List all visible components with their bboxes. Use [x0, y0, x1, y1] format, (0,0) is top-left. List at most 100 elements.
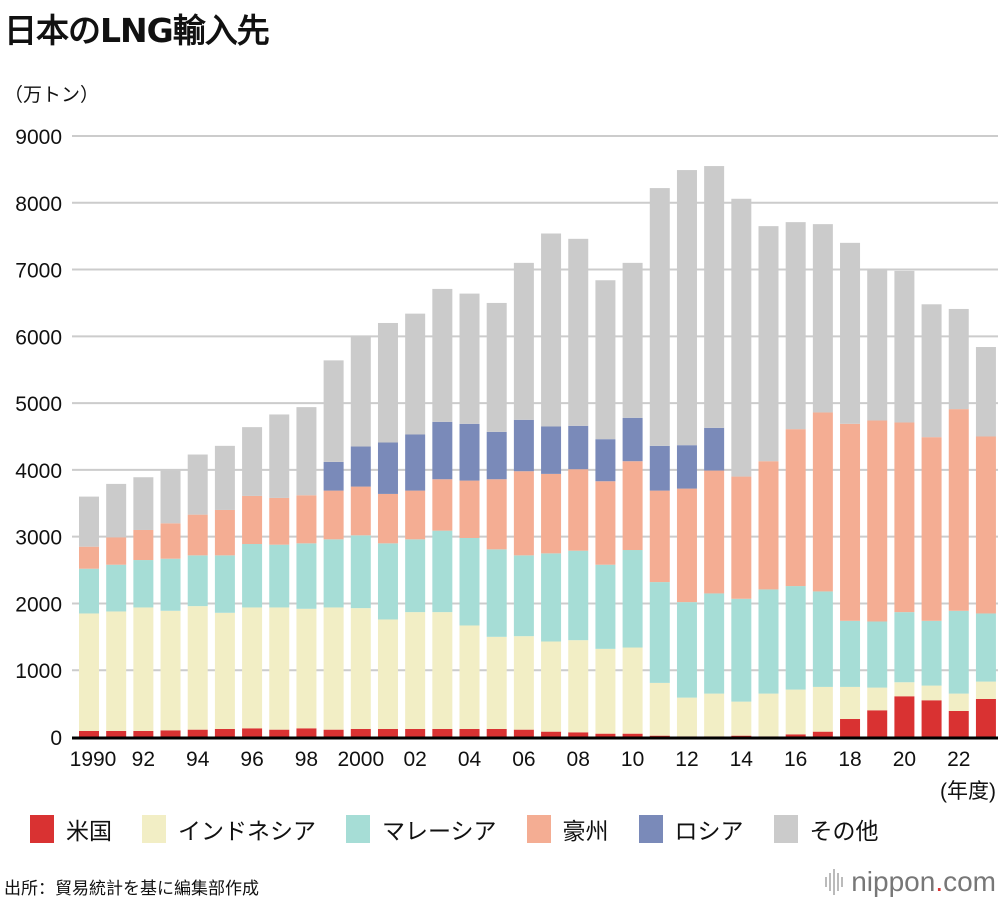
bar-stack-2004	[459, 293, 480, 737]
bar-segment	[459, 480, 480, 539]
bar-segment	[459, 728, 480, 737]
bar-segment	[350, 535, 371, 609]
bar-stack-2010	[622, 262, 643, 737]
x-tick-labels: 1990 92 94 96 98 2000 02 04 06 08 10 12 14 16 18 20 22	[70, 748, 971, 771]
legend-swatch	[142, 815, 166, 843]
bar-segment	[459, 625, 480, 729]
bar-segment	[513, 729, 534, 737]
bar-segment	[595, 481, 616, 565]
bar-segment	[432, 288, 453, 422]
bar-segment	[405, 313, 426, 435]
bar-segment	[649, 582, 670, 683]
bar-segment	[296, 543, 317, 609]
bar-segment	[242, 544, 263, 608]
y-tick-label: 1000	[15, 660, 62, 683]
bar-segment	[486, 479, 507, 550]
bar-segment	[242, 427, 263, 496]
bar-segment	[133, 477, 154, 530]
bar-segment	[812, 591, 833, 687]
bar-segment	[731, 701, 752, 736]
bar-segment	[731, 598, 752, 702]
bar-segment	[812, 224, 833, 413]
bar-stack-2022	[948, 308, 969, 737]
bar-segment	[214, 728, 235, 737]
chart-title: 日本のLNG輸入先	[4, 11, 270, 50]
bar-segment	[405, 612, 426, 729]
bar-segment	[867, 420, 888, 622]
logo-mark-icon	[825, 869, 844, 895]
y-tick-label: 7000	[15, 260, 62, 283]
bar-segment	[649, 735, 670, 737]
bar-stack-2016	[785, 222, 806, 737]
bar-segment	[432, 479, 453, 531]
bar-stack-1993	[160, 470, 181, 737]
x-tick-label: 22	[947, 748, 970, 771]
bar-segment	[894, 682, 915, 697]
bar-stack-2006	[513, 262, 534, 737]
legend-item: ロシア	[638, 812, 744, 846]
bar-segment	[350, 608, 371, 729]
bar-segment	[350, 486, 371, 536]
x-tick-label: 02	[403, 748, 426, 771]
bar-stack-2000	[350, 335, 371, 737]
bar-stack-1992	[133, 477, 154, 737]
bar-segment	[486, 549, 507, 637]
bar-segment	[731, 476, 752, 599]
bar-stack-2009	[595, 280, 616, 737]
bar-segment	[106, 564, 127, 612]
bar-segment	[106, 611, 127, 731]
bar-segment	[948, 710, 969, 737]
bar-segment	[622, 647, 643, 734]
bar-segment	[269, 607, 290, 730]
bar-segment	[323, 729, 344, 737]
bar-segment	[622, 550, 643, 648]
bar-segment	[323, 461, 344, 491]
bar-segment	[921, 685, 942, 701]
bar-segment	[812, 731, 833, 737]
bar-segment	[541, 641, 562, 732]
bar-stack-2012	[676, 170, 697, 737]
bar-segment	[377, 493, 398, 544]
bar-segment	[568, 640, 589, 733]
bar-segment	[894, 696, 915, 737]
bar-segment	[160, 558, 181, 611]
nippon-logo: nippon. com	[825, 866, 996, 898]
x-tick-label: 16	[784, 748, 807, 771]
bar-segment	[133, 607, 154, 731]
bar-segment	[622, 417, 643, 462]
bar-segment	[513, 471, 534, 556]
bar-segment	[486, 728, 507, 737]
bar-segment	[758, 461, 779, 590]
bar-segment	[486, 302, 507, 432]
bar-segment	[622, 262, 643, 418]
bar-segment	[432, 612, 453, 729]
x-tick-label: 92	[132, 748, 155, 771]
y-tick-label: 2000	[15, 593, 62, 616]
bar-stack-2014	[731, 198, 752, 737]
bar-segment	[214, 612, 235, 729]
bar-segment	[432, 421, 453, 480]
bar-segment	[214, 445, 235, 510]
bar-segment	[676, 488, 697, 603]
bar-segment	[269, 544, 290, 608]
x-tick-label: 2000	[337, 748, 384, 771]
bar-segment	[704, 166, 725, 428]
bar-segment	[350, 728, 371, 737]
bar-segment	[676, 602, 697, 698]
bar-segment	[921, 304, 942, 438]
bar-segment	[187, 729, 208, 737]
bar-stack-2020	[894, 270, 915, 737]
bar-stack-2017	[812, 224, 833, 737]
x-tick-label: 20	[893, 748, 916, 771]
y-tick-label: 3000	[15, 527, 62, 550]
bar-segment	[269, 414, 290, 498]
bar-segment	[432, 728, 453, 737]
bar-segment	[894, 270, 915, 423]
bar-segment	[867, 621, 888, 688]
legend-item: マレーシア	[346, 812, 497, 846]
bar-segment	[106, 483, 127, 538]
legend-label: 米国	[66, 819, 112, 845]
x-tick-label: 94	[186, 748, 210, 771]
x-axis-unit-label: (年度)	[940, 780, 996, 803]
